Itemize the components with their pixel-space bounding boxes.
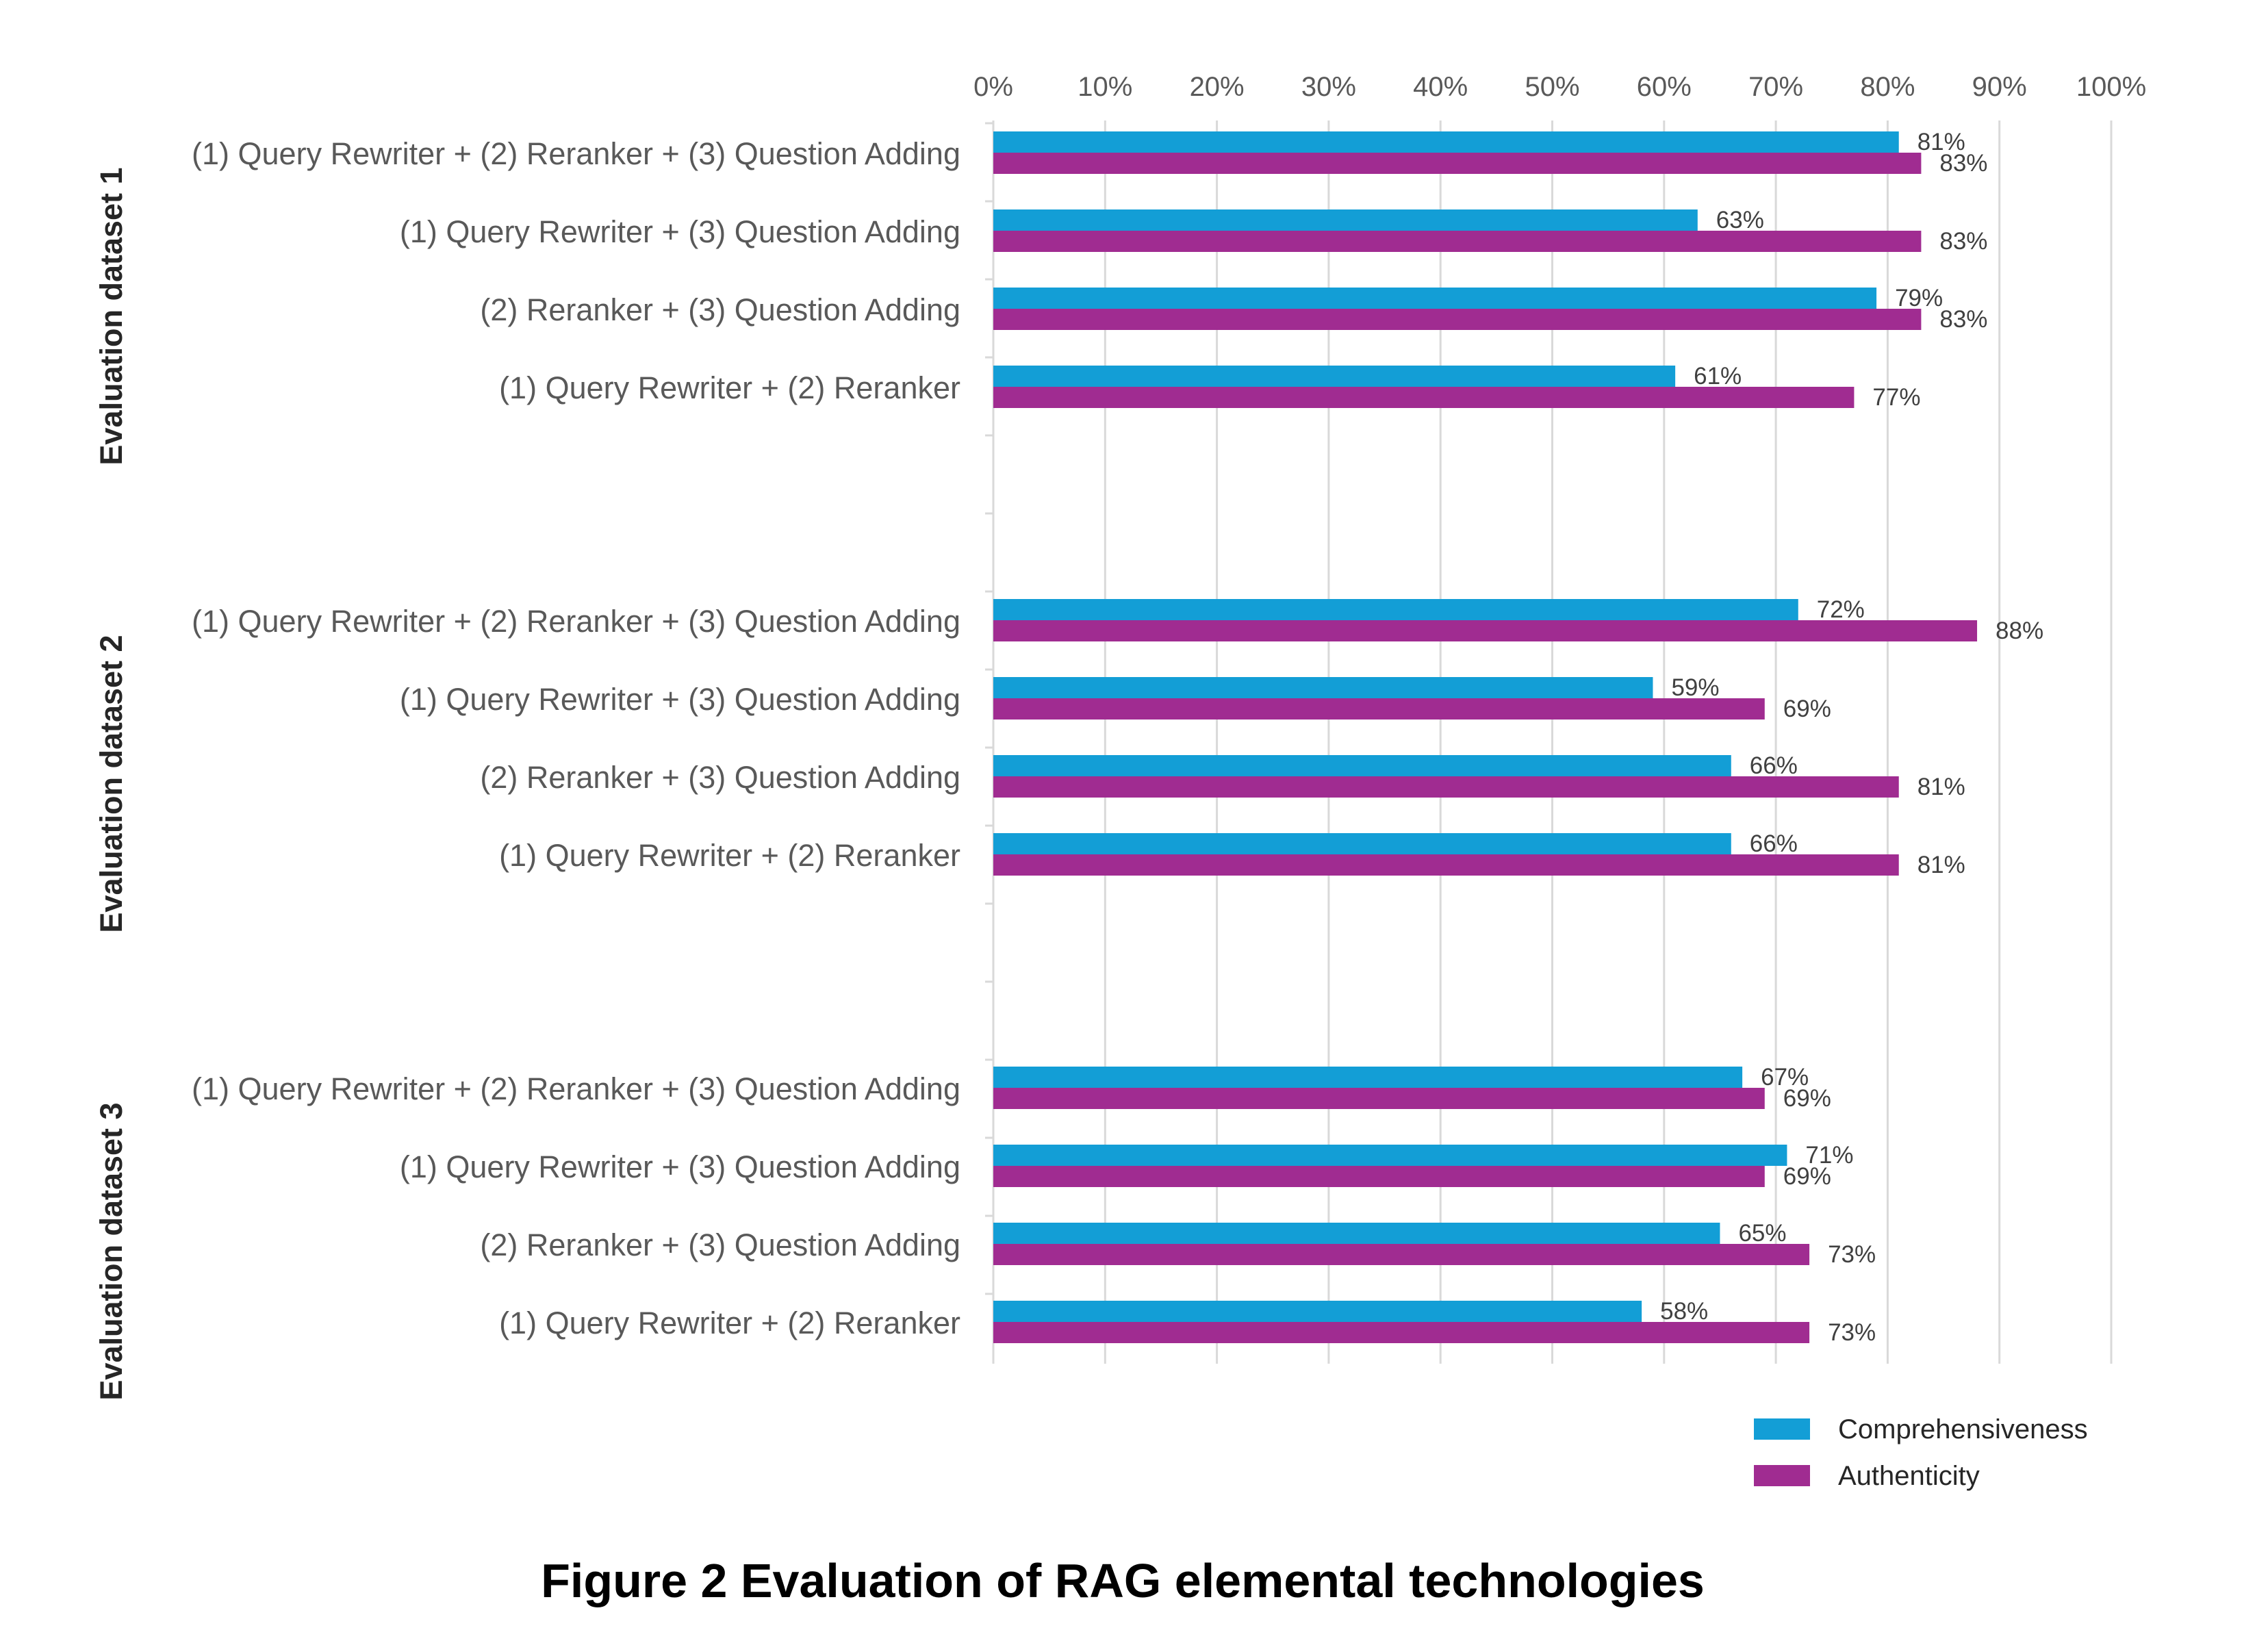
data-label: 66% bbox=[1750, 830, 1798, 857]
category-label: (1) Query Rewriter + (2) Reranker + (3) … bbox=[192, 136, 960, 171]
bar-authenticity bbox=[993, 153, 1922, 174]
data-label: 83% bbox=[1939, 306, 1987, 333]
legend-swatch bbox=[1754, 1418, 1810, 1440]
legend: Comprehensiveness Authenticity bbox=[1754, 1414, 2088, 1491]
category-label: (2) Reranker + (3) Question Adding bbox=[480, 1227, 960, 1262]
bar-authenticity bbox=[993, 387, 1855, 408]
x-tick-label: 20% bbox=[1190, 72, 1245, 102]
legend-label: Authenticity bbox=[1838, 1461, 1980, 1491]
group-label: Evaluation dataset 1 bbox=[94, 167, 129, 465]
bar-authenticity bbox=[993, 309, 1922, 330]
category-label: (1) Query Rewriter + (3) Question Adding bbox=[400, 682, 960, 717]
data-label: 61% bbox=[1694, 363, 1742, 390]
data-label: 81% bbox=[1917, 852, 1965, 878]
data-label: 67% bbox=[1761, 1064, 1809, 1091]
data-label: 88% bbox=[1996, 617, 2043, 644]
category-label: (1) Query Rewriter + (3) Question Adding bbox=[400, 214, 960, 249]
category-label: (2) Reranker + (3) Question Adding bbox=[480, 760, 960, 795]
bar-comprehensiveness bbox=[993, 131, 1899, 153]
bar-authenticity bbox=[993, 231, 1922, 252]
data-label: 69% bbox=[1783, 696, 1831, 722]
category-label: (1) Query Rewriter + (2) Reranker bbox=[499, 370, 960, 405]
x-tick-label: 60% bbox=[1637, 72, 1692, 102]
bar-comprehensiveness bbox=[993, 1145, 1787, 1166]
data-label: 81% bbox=[1917, 129, 1965, 155]
bar-authenticity bbox=[993, 698, 1765, 720]
bar-authenticity bbox=[993, 1166, 1765, 1187]
x-tick-label: 80% bbox=[1860, 72, 1915, 102]
x-tick-label: 0% bbox=[973, 72, 1013, 102]
bar-authenticity bbox=[993, 1322, 1810, 1343]
bar-comprehensiveness bbox=[993, 1301, 1642, 1322]
bar-authenticity bbox=[993, 620, 1978, 641]
category-label: (1) Query Rewriter + (2) Reranker bbox=[499, 1306, 960, 1340]
bar-authenticity bbox=[993, 776, 1899, 798]
x-tick-label: 100% bbox=[2076, 72, 2146, 102]
bars bbox=[993, 131, 1978, 1343]
x-tick-label: 90% bbox=[1972, 72, 2027, 102]
bar-comprehensiveness bbox=[993, 1223, 1720, 1244]
category-label: (1) Query Rewriter + (2) Reranker bbox=[499, 838, 960, 873]
data-label: 71% bbox=[1805, 1142, 1853, 1169]
legend-label: Comprehensiveness bbox=[1838, 1414, 2088, 1444]
bar-comprehensiveness bbox=[993, 677, 1653, 698]
bar-authenticity bbox=[993, 1088, 1765, 1109]
data-label: 69% bbox=[1783, 1163, 1831, 1190]
bar-comprehensiveness bbox=[993, 599, 1798, 620]
bar-comprehensiveness bbox=[993, 366, 1676, 387]
group-label: Evaluation dataset 3 bbox=[94, 1102, 129, 1400]
figure-caption: Figure 2 Evaluation of RAG elemental tec… bbox=[541, 1554, 1705, 1607]
bar-comprehensiveness bbox=[993, 209, 1698, 231]
x-tick-label: 40% bbox=[1413, 72, 1468, 102]
bar-comprehensiveness bbox=[993, 833, 1731, 854]
labels: 0% 10% 20% 30% 40% 50% 60% 70% 80% 90% 100% Evaluat… bbox=[94, 72, 2146, 1401]
x-tick-label: 50% bbox=[1525, 72, 1579, 102]
data-label: 73% bbox=[1828, 1319, 1876, 1346]
data-label: 83% bbox=[1939, 228, 1987, 255]
category-label: (1) Query Rewriter + (2) Reranker + (3) … bbox=[192, 1071, 960, 1106]
x-tick-label: 30% bbox=[1301, 72, 1356, 102]
bar-authenticity bbox=[993, 1244, 1810, 1265]
data-label: 69% bbox=[1783, 1085, 1831, 1112]
data-label: 73% bbox=[1828, 1241, 1876, 1268]
data-label: 83% bbox=[1939, 150, 1987, 177]
bar-comprehensiveness bbox=[993, 755, 1731, 776]
legend-swatch bbox=[1754, 1465, 1810, 1486]
group-label: Evaluation dataset 2 bbox=[94, 635, 129, 932]
x-tick-label: 10% bbox=[1078, 72, 1132, 102]
data-label: 59% bbox=[1671, 674, 1719, 701]
data-label: 66% bbox=[1750, 752, 1798, 779]
data-label: 72% bbox=[1817, 596, 1865, 623]
data-label: 81% bbox=[1917, 774, 1965, 800]
category-label: (1) Query Rewriter + (3) Question Adding bbox=[400, 1149, 960, 1184]
bar-authenticity bbox=[993, 854, 1899, 876]
bar-comprehensiveness bbox=[993, 1067, 1743, 1088]
category-label: (2) Reranker + (3) Question Adding bbox=[480, 292, 960, 327]
data-label: 65% bbox=[1738, 1220, 1786, 1247]
data-label: 79% bbox=[1895, 285, 1943, 311]
data-label: 63% bbox=[1716, 207, 1764, 233]
data-label: 58% bbox=[1660, 1298, 1708, 1325]
bar-comprehensiveness bbox=[993, 288, 1877, 309]
data-label: 77% bbox=[1872, 384, 1920, 411]
x-tick-label: 70% bbox=[1748, 72, 1803, 102]
category-label: (1) Query Rewriter + (2) Reranker + (3) … bbox=[192, 604, 960, 639]
